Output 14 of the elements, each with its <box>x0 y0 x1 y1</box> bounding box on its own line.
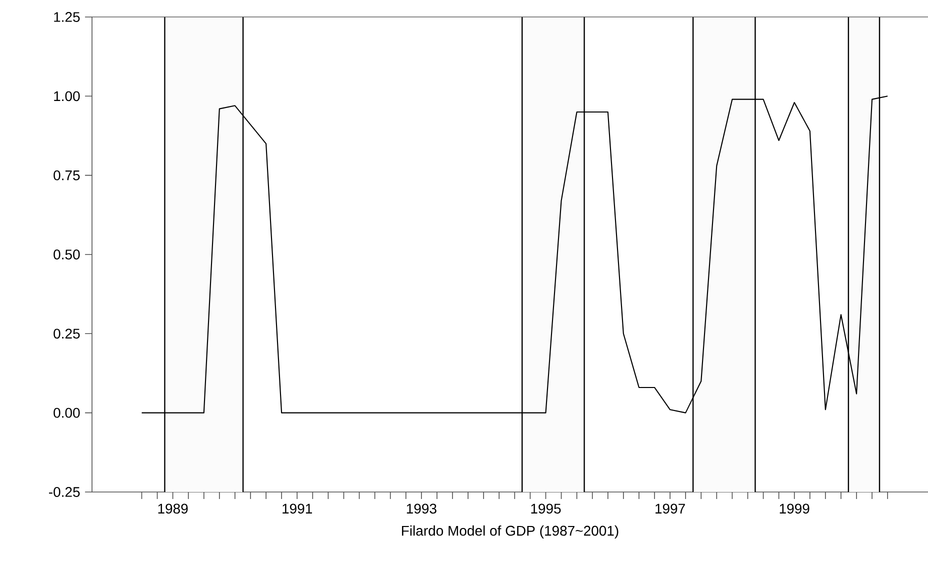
x-tick-label: 1989 <box>158 504 188 514</box>
y-tick-label: 1.00 <box>54 91 80 102</box>
x-tick-label: 1999 <box>780 504 810 514</box>
y-tick-label: 0.25 <box>54 328 80 339</box>
y-tick-label: 0.75 <box>54 170 80 180</box>
x-axis-title: Filardo Model of GDP (1987~2001) <box>402 525 618 538</box>
x-tick-label: 1995 <box>531 504 561 514</box>
x-tick-label: 1997 <box>656 504 685 514</box>
y-tick-label: 1.25 <box>54 12 80 22</box>
y-tick-label: 0.50 <box>54 250 80 260</box>
x-tick-label: 1993 <box>406 504 436 514</box>
x-tick-label: 1991 <box>282 504 312 514</box>
y-tick-label: -0.25 <box>49 487 80 497</box>
y-tick-label: 0.00 <box>54 408 80 418</box>
